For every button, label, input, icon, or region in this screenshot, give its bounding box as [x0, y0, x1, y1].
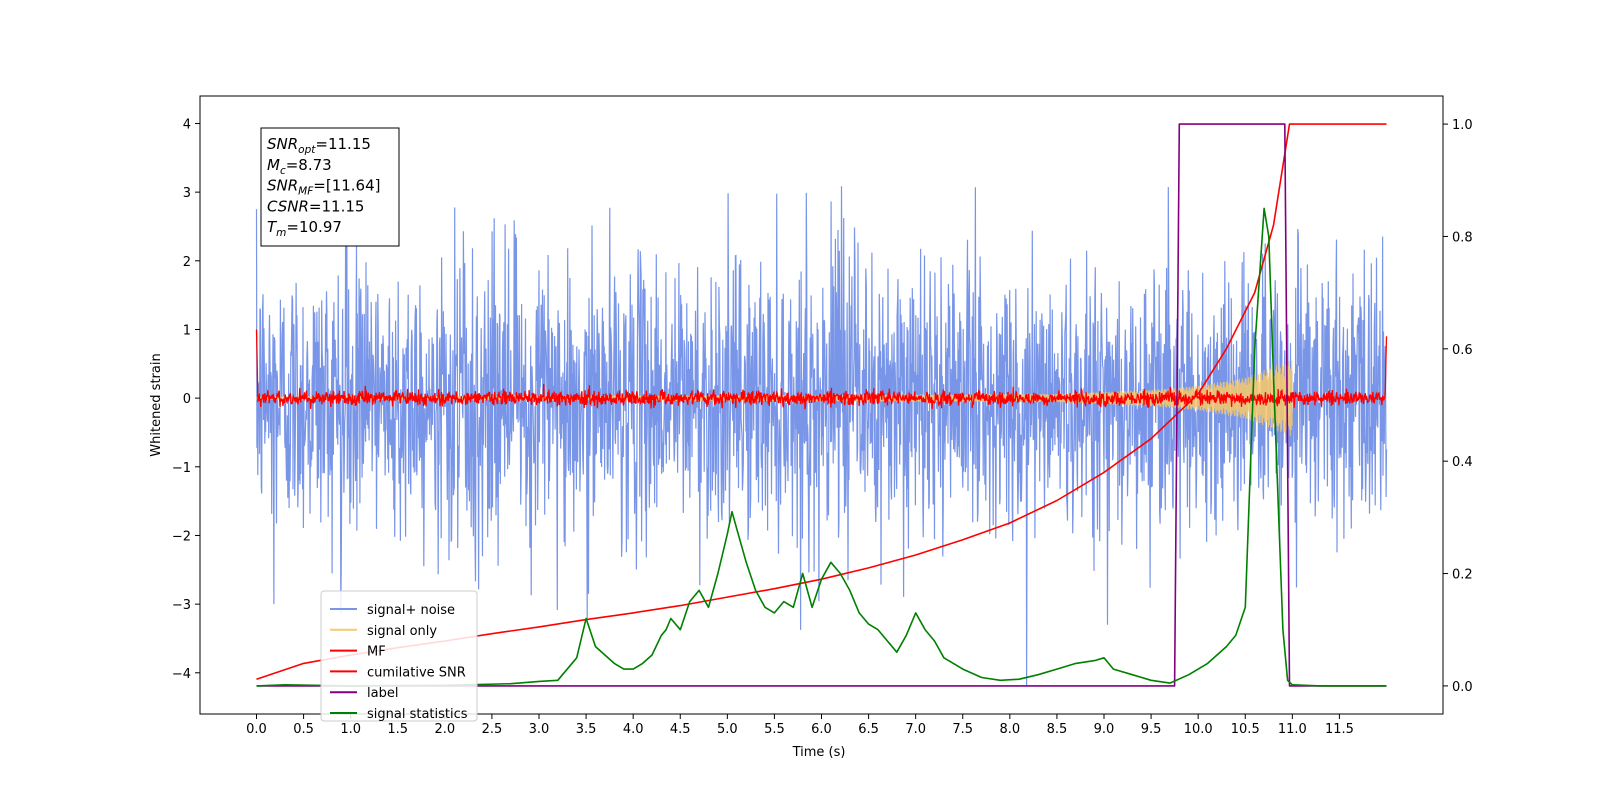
info-value: =11.15	[309, 197, 365, 215]
info-subscript: opt	[298, 144, 316, 156]
info-line: Tm=10.97	[267, 218, 342, 239]
x-tick-label: 9.5	[1141, 722, 1162, 737]
info-symbol: CSNR	[267, 197, 309, 215]
series-signal-statistics	[256, 207, 1387, 687]
info-subscript: m	[276, 227, 286, 239]
x-tick-label: 5.0	[717, 722, 738, 737]
y-right-tick-label: 0.0	[1452, 680, 1473, 695]
y-right-tick-label: 0.2	[1452, 568, 1473, 583]
info-symbol: SNR	[267, 177, 298, 195]
legend-entry: MF	[367, 645, 386, 660]
y-axis-right: 1.0 0.8 0.6 0.4 0.2 0.0	[1443, 118, 1473, 695]
x-tick-label: 1.0	[340, 722, 361, 737]
x-tick-label: 6.0	[811, 722, 832, 737]
legend-frame	[320, 590, 478, 722]
x-tick-label: 2.5	[482, 722, 503, 737]
y-left-tick-label: 2	[183, 255, 191, 270]
info-line: SNRopt=11.15	[267, 135, 371, 156]
x-tick-label: 10.0	[1184, 722, 1213, 737]
x-tick-label: 4.0	[623, 722, 644, 737]
y-left-tick-label: −4	[172, 667, 191, 682]
x-tick-label: 4.5	[670, 722, 691, 737]
y-right-tick-label: 0.6	[1452, 343, 1473, 358]
y-left-tick-label: −3	[172, 598, 191, 613]
x-tick-label: 2.0	[434, 722, 455, 737]
x-tick-label: 5.5	[764, 722, 785, 737]
legend-entry: label	[367, 686, 398, 701]
info-value: =8.73	[286, 156, 332, 174]
legend-entry: signal statistics	[367, 707, 468, 722]
y-left-tick-label: 4	[183, 117, 191, 132]
x-tick-label: 10.5	[1231, 722, 1260, 737]
y-left-tick-label: 3	[183, 186, 191, 201]
legend-entry: cumilative SNR	[367, 665, 466, 680]
y-left-tick-label: 1	[183, 323, 191, 338]
y-axis-label: Whitened strain	[149, 353, 164, 456]
x-tick-label: 9.0	[1094, 722, 1115, 737]
info-line: Mc=8.73	[267, 156, 332, 177]
x-tick-label: 7.0	[905, 722, 926, 737]
x-axis-label: Time (s)	[792, 745, 846, 760]
x-tick-label: 3.5	[576, 722, 597, 737]
info-value: =11.15	[315, 135, 371, 153]
x-tick-label: 8.0	[999, 722, 1020, 737]
info-subscript: MF	[298, 186, 314, 198]
y-left-tick-label: −2	[172, 529, 191, 544]
x-tick-label: 3.0	[529, 722, 550, 737]
info-line: SNRMF=[11.64]	[267, 177, 381, 198]
series-mf	[255, 329, 1388, 410]
info-value: =[11.64]	[313, 177, 380, 195]
info-value: =10.97	[286, 218, 342, 236]
info-line: CSNR=11.15	[267, 197, 364, 215]
x-tick-label: 8.5	[1047, 722, 1068, 737]
info-symbol: M	[267, 156, 280, 174]
legend: signal+ noise signal only MF cumilative SNR…	[320, 590, 478, 722]
x-tick-label: 0.0	[246, 722, 267, 737]
y-right-tick-label: 1.0	[1452, 118, 1473, 133]
legend-entry: signal+ noise	[367, 603, 455, 618]
x-tick-label: 11.5	[1325, 722, 1354, 737]
y-left-tick-label: 0	[183, 392, 191, 407]
x-tick-label: 11.0	[1278, 722, 1307, 737]
x-tick-label: 0.5	[293, 722, 314, 737]
y-axis-left: 4 3 2 1 0 −1 −2 −3 −4	[172, 117, 200, 682]
x-tick-label: 1.5	[387, 722, 408, 737]
x-axis: 0.0 0.5 1.0 1.5 2.0 2.5 3.0 3.5 4.0 4.5 5.0 5.5 6.0 6…	[246, 714, 1354, 737]
info-subscript: c	[280, 165, 286, 177]
info-symbol: SNR	[267, 135, 298, 153]
x-tick-label: 6.5	[858, 722, 879, 737]
y-left-tick-label: −1	[172, 461, 191, 476]
info-annotation-box: SNRopt=11.15Mc=8.73SNRMF=[11.64]CSNR=11.…	[260, 127, 400, 247]
info-box-frame	[260, 127, 400, 247]
legend-entry: signal only	[367, 624, 437, 639]
x-tick-label: 7.5	[952, 722, 973, 737]
info-symbol: T	[267, 218, 278, 236]
y-right-tick-label: 0.8	[1452, 230, 1473, 245]
y-right-tick-label: 0.4	[1452, 455, 1473, 470]
